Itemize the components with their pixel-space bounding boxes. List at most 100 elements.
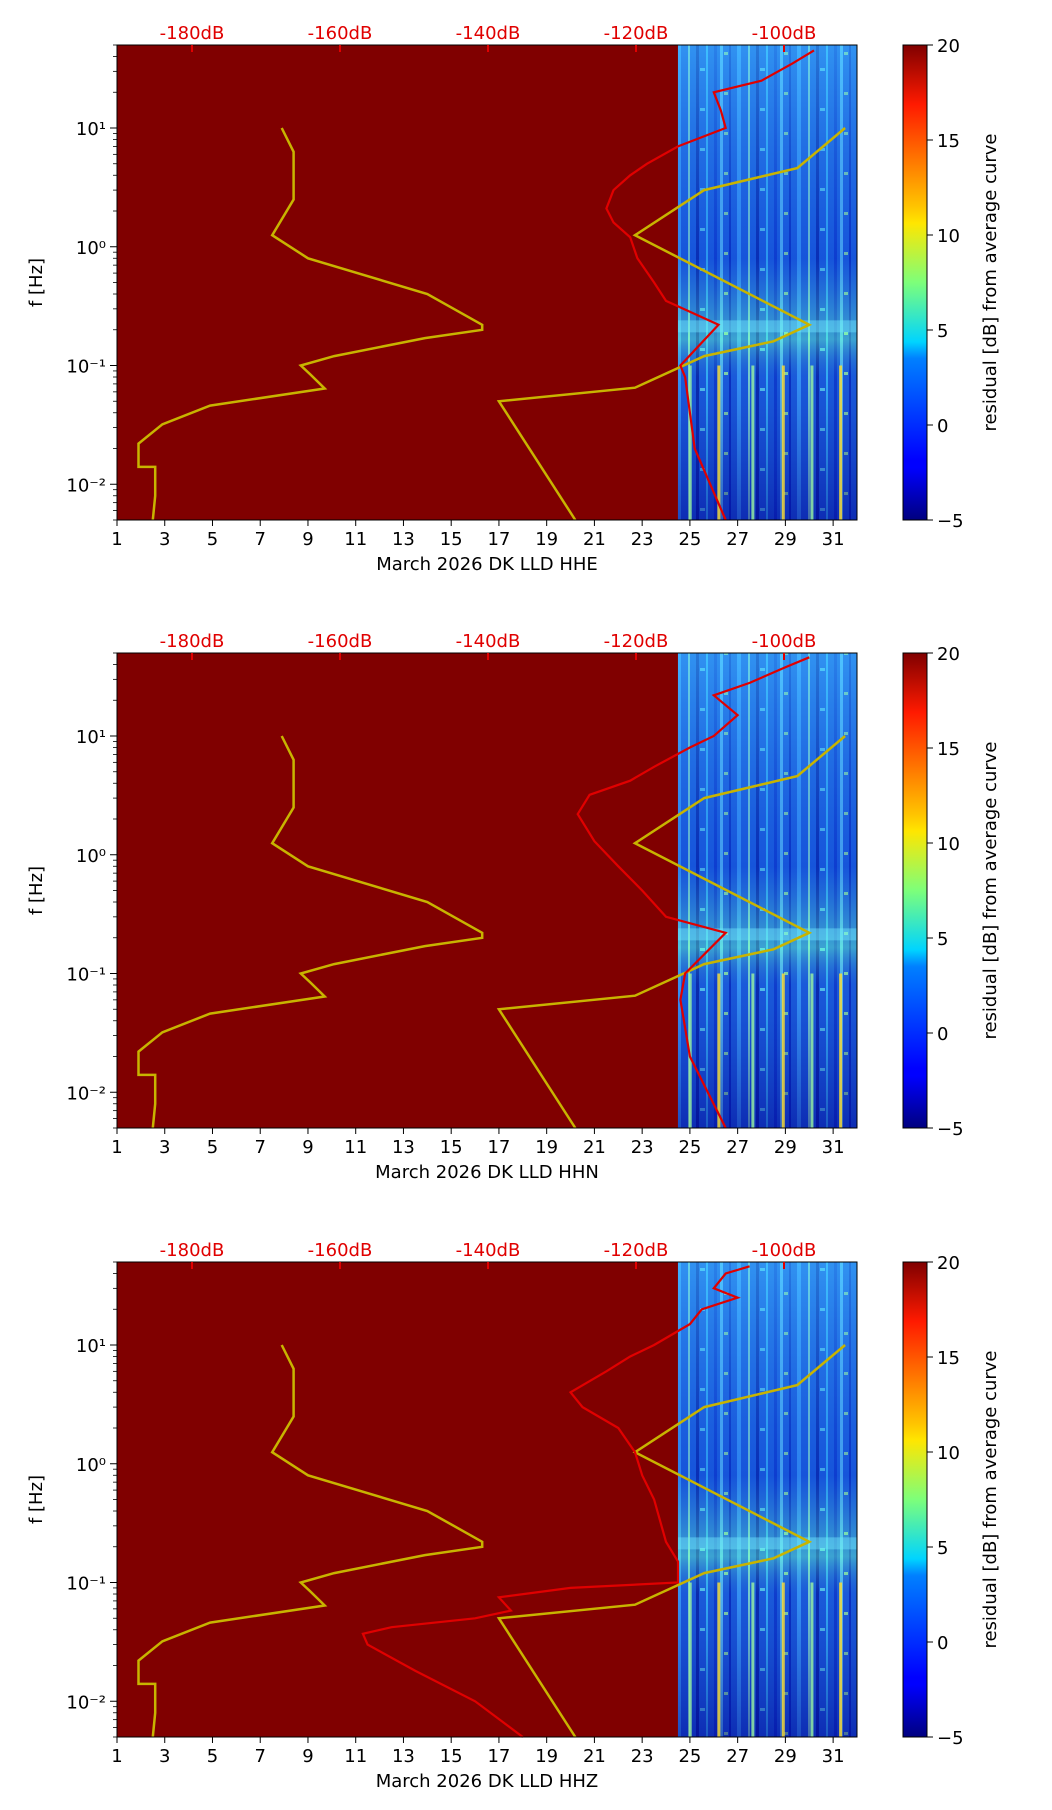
colorbar-tick-label: 15: [937, 1348, 960, 1369]
colorbar-tick-label: 10: [937, 226, 960, 247]
y-axis-label: f [Hz]: [26, 258, 47, 307]
colorbar-tick-label: 0: [937, 1024, 948, 1045]
y-tick-label: 10⁻¹: [66, 1574, 106, 1595]
spectrogram-streak: [717, 973, 721, 1128]
colorbar-gradient: [902, 1261, 928, 1738]
x-tick-label: 31: [822, 1137, 845, 1158]
spectrogram-streak: [839, 1582, 843, 1737]
x-tick-label: 25: [678, 529, 701, 550]
x-tick-label: 29: [774, 1746, 797, 1767]
x-tick-label: 7: [254, 1746, 265, 1767]
x-tick-label: 31: [822, 529, 845, 550]
spectrogram-band: [677, 928, 857, 941]
x-tick-label: 11: [344, 1137, 367, 1158]
x-tick-label: 1: [111, 1746, 122, 1767]
spectrogram-streak: [839, 365, 843, 520]
x-tick-label: 11: [344, 1746, 367, 1767]
top-db-label: -140dB: [456, 631, 521, 652]
spectrogram-streak: [751, 365, 755, 520]
spectrogram-streak: [688, 365, 692, 520]
y-tick-label: 10⁻¹: [66, 357, 106, 378]
colorbar: 20 15 10 5 0 −5 residual [dB] from average cur…: [902, 1253, 1001, 1749]
x-tick-label: 15: [440, 529, 463, 550]
x-tick-label: 27: [726, 1137, 749, 1158]
median-curve: [605, 49, 815, 521]
spectrogram-streak: [688, 973, 692, 1128]
x-tick-label: 25: [678, 1746, 701, 1767]
colorbar-label: residual [dB] from average curve: [980, 133, 1001, 431]
top-db-label: -120dB: [604, 23, 669, 44]
top-db-label: -160dB: [308, 23, 373, 44]
spectrogram-shading: [677, 653, 857, 1128]
noise-model-high-curve: [496, 127, 846, 521]
y-tick-label: 10⁻²: [66, 1083, 106, 1104]
spectrogram-band: [677, 320, 857, 333]
x-tick-label: 13: [392, 529, 415, 550]
x-tick-label: 21: [583, 1746, 606, 1767]
noise-model-low-curve: [137, 127, 484, 521]
colorbar-gradient: [902, 652, 928, 1129]
colorbar-tick-label: 15: [937, 131, 960, 152]
x-tick-label: 3: [159, 1746, 170, 1767]
colorbar-tick-label: 15: [937, 739, 960, 760]
x-tick-label: 21: [583, 529, 606, 550]
x-tick-label: 19: [535, 1746, 558, 1767]
spectrogram-streak: [810, 973, 814, 1128]
x-tick-label: 11: [344, 529, 367, 550]
x-tick-label: 15: [440, 1137, 463, 1158]
top-db-label: -100dB: [752, 23, 817, 44]
top-db-label: -180dB: [160, 1240, 225, 1261]
x-tick-label: 1: [111, 1137, 122, 1158]
colorbar-tick-label: 20: [937, 1253, 960, 1274]
y-tick-label: 10¹: [76, 727, 106, 748]
y-tick-label: 10¹: [76, 119, 106, 140]
x-tick-label: 29: [774, 1137, 797, 1158]
x-tick-label: 19: [535, 529, 558, 550]
spectrogram-shading: [677, 1262, 857, 1737]
colorbar-tick-label: 5: [937, 1538, 948, 1559]
x-tick-label: 1: [111, 529, 122, 550]
x-tick-label: 5: [207, 1746, 218, 1767]
colorbar-label: residual [dB] from average curve: [980, 741, 1001, 1039]
x-axis-label: March 2026 DK LLD HHZ: [376, 1771, 599, 1792]
spectrogram-streak: [781, 973, 785, 1128]
x-tick-label: 5: [207, 1137, 218, 1158]
colorbar-tick-label: 5: [937, 929, 948, 950]
y-tick-label: 10⁻²: [66, 1692, 106, 1713]
y-tick-label: 10⁻²: [66, 475, 106, 496]
noise-model-low-curve: [137, 735, 484, 1129]
spectrogram-streak: [781, 365, 785, 520]
colorbar-tick-label: 5: [937, 321, 948, 342]
top-db-label: -180dB: [160, 631, 225, 652]
x-tick-label: 27: [726, 1746, 749, 1767]
x-tick-label: 27: [726, 529, 749, 550]
x-tick-label: 3: [159, 529, 170, 550]
x-tick-label: 9: [302, 529, 313, 550]
spectrogram-streak: [717, 365, 721, 520]
spectrogram-band: [677, 1537, 857, 1550]
spectrogram-streak: [751, 973, 755, 1128]
spectrogram-streak: [688, 1582, 692, 1737]
spectrogram-streak: [717, 1582, 721, 1737]
top-db-label: -120dB: [604, 631, 669, 652]
x-tick-label: 7: [254, 1137, 265, 1158]
x-tick-label: 23: [631, 1137, 654, 1158]
x-tick-label: 17: [487, 1746, 510, 1767]
y-tick-label: 10⁻¹: [66, 965, 106, 986]
colorbar-gradient: [902, 44, 928, 521]
noise-model-low-curve: [137, 1344, 484, 1738]
top-db-label: -140dB: [456, 1240, 521, 1261]
noise-model-high-curve: [496, 1344, 846, 1738]
spectrogram-streak: [751, 1582, 755, 1737]
top-db-label: -160dB: [308, 631, 373, 652]
x-tick-label: 31: [822, 1746, 845, 1767]
x-tick-label: 29: [774, 529, 797, 550]
colorbar-tick-label: 10: [937, 834, 960, 855]
y-tick-label: 10¹: [76, 1336, 106, 1357]
x-tick-label: 3: [159, 1137, 170, 1158]
colorbar-label: residual [dB] from average curve: [980, 1350, 1001, 1648]
x-tick-label: 9: [302, 1137, 313, 1158]
x-tick-label: 21: [583, 1137, 606, 1158]
